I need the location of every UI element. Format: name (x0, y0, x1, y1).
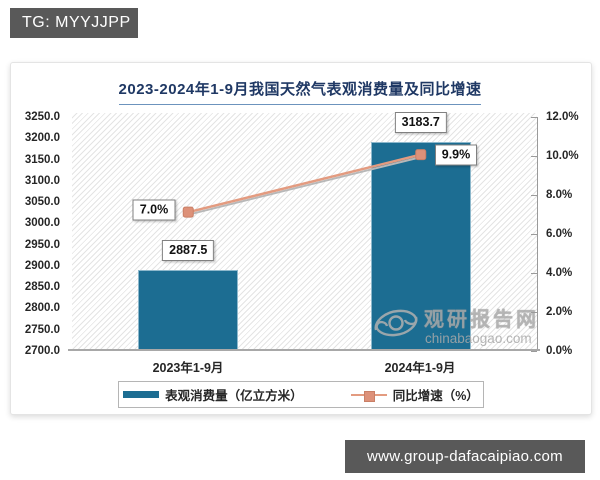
right-axis-tick (531, 273, 537, 274)
growth-value-label-2024: 9.9% (434, 144, 478, 166)
y-axis-tick-label: 2750.0 (24, 323, 60, 336)
bar-series-swatch-icon (123, 391, 160, 398)
legend-item-growth: 同比增速（%） (350, 385, 479, 404)
y-axis-tick-label: 0.0% (546, 345, 573, 357)
bar-value-label-2023: 2887.5 (162, 239, 215, 261)
y-axis-tick-label: 3050.0 (24, 196, 60, 209)
telegram-badge: TG: MYYJJPP (10, 8, 138, 38)
y-axis-tick-label: 2850.0 (24, 281, 60, 294)
y-axis-tick-label: 12.0% (546, 111, 579, 123)
y-axis-tick-label: 8.0% (546, 189, 573, 201)
y-axis-tick-label: 3200.0 (24, 132, 60, 145)
legend-label: 同比增速（%） (392, 389, 479, 403)
right-axis-tick (531, 117, 537, 118)
right-axis-tick (531, 195, 537, 196)
y-axis-tick-label: 2700.0 (24, 344, 60, 357)
right-axis-tick (531, 312, 537, 313)
y-axis-tick-label: 2.0% (546, 306, 573, 318)
chart-title-wrap: 2023-2024年1-9月我国天然气表观消费量及同比增速 (0, 78, 600, 105)
x-axis-label-2024: 2024年1-9月 (384, 361, 456, 375)
x-axis-line (68, 349, 540, 351)
footer-url-bar: www.group-dafacaipiao.com (345, 440, 585, 473)
y-axis-tick-label: 3100.0 (24, 174, 60, 187)
y-axis-tick-label: 6.0% (546, 228, 573, 240)
y-axis-tick-label: 2900.0 (24, 259, 60, 272)
growth-value-label-2023: 7.0% (132, 199, 176, 221)
y-axis-tick-label: 10.0% (546, 150, 579, 162)
y-axis-tick-label: 2800.0 (24, 302, 60, 315)
legend-item-consumption: 表观消费量（亿立方米） (123, 385, 303, 404)
y-axis-tick-label: 2950.0 (24, 238, 60, 251)
chart-title: 2023-2024年1-9月我国天然气表观消费量及同比增速 (118, 78, 482, 105)
y-axis-left: 3250.0 3200.0 3150.0 3100.0 3050.0 3000.… (10, 110, 60, 358)
y-axis-tick-label: 3250.0 (24, 111, 60, 123)
bar-value-label-2024: 3183.7 (394, 111, 447, 133)
line-marker-2024 (415, 149, 427, 161)
y-axis-tick-label: 3000.0 (24, 217, 60, 230)
y-axis-right: 12.0% 10.0% 8.0% 6.0% 4.0% 2.0% 0.0% (546, 110, 594, 358)
right-axis-tick (531, 156, 537, 157)
y-axis-tick-label: 4.0% (546, 267, 573, 279)
bar-2023 (138, 269, 239, 351)
line-series-swatch-icon (350, 390, 387, 402)
growth-line (182, 149, 427, 218)
line-marker-2023 (182, 206, 194, 218)
right-axis-tick (531, 234, 537, 235)
right-axis-line (537, 117, 538, 351)
legend-label: 表观消费量（亿立方米） (165, 389, 303, 403)
legend: 表观消费量（亿立方米） 同比增速（%） (118, 381, 484, 408)
x-axis-label-2023: 2023年1-9月 (152, 361, 224, 375)
y-axis-tick-label: 3150.0 (24, 153, 60, 166)
right-axis-tick (531, 351, 537, 352)
